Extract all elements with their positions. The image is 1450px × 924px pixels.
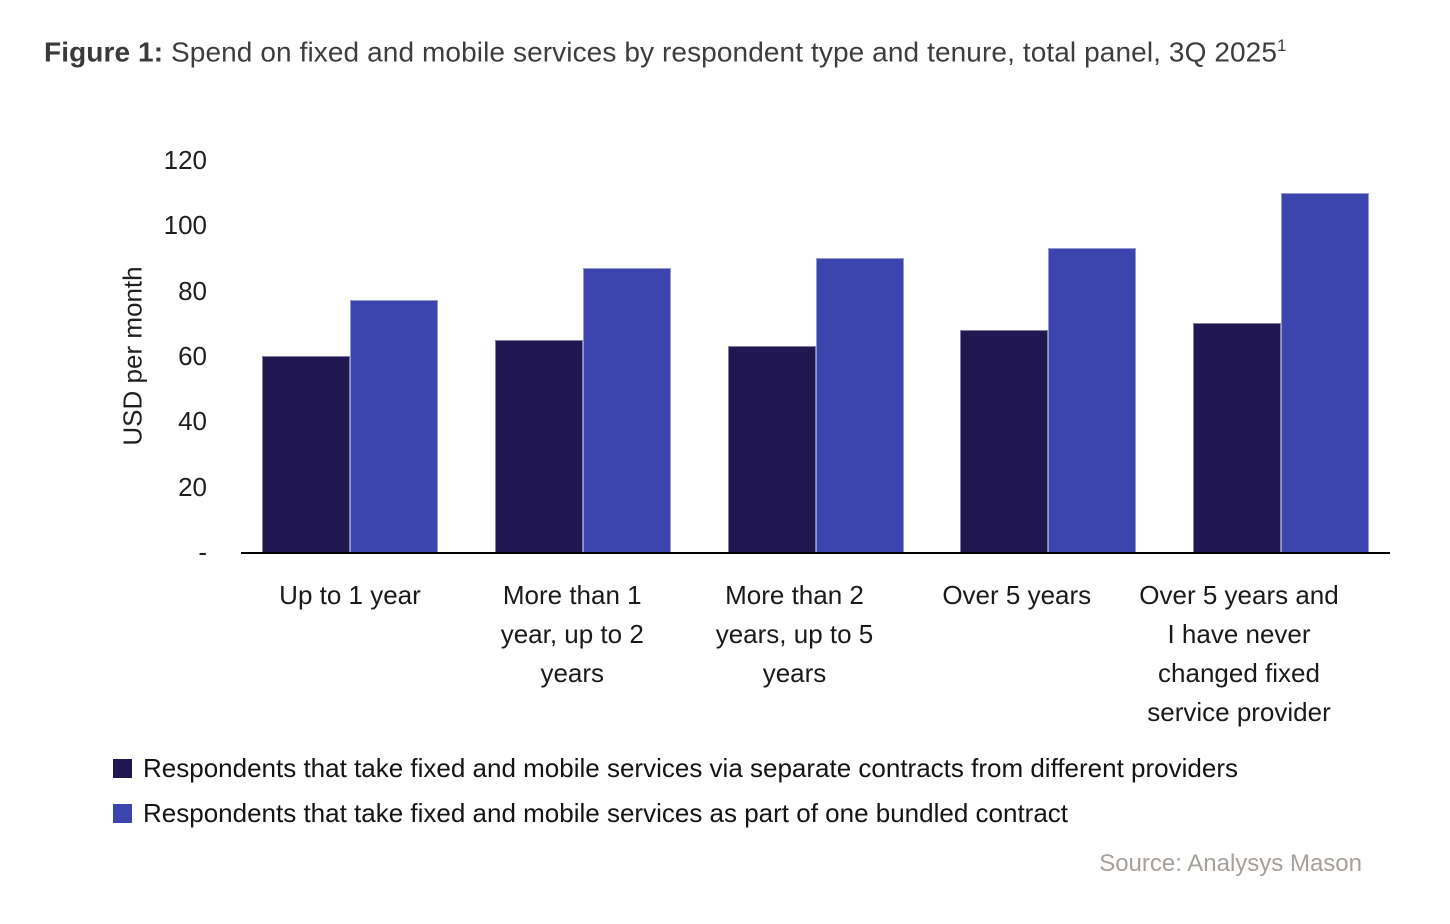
y-tick-label: 100 — [163, 210, 207, 241]
y-tick-label: 80 — [178, 275, 207, 306]
legend-item-separate-contracts: Respondents that take fixed and mobile s… — [113, 753, 1238, 784]
legend-label-separate-contracts: Respondents that take fixed and mobile s… — [143, 753, 1238, 783]
y-tick-label: 20 — [178, 471, 207, 502]
y-tick-label: 40 — [178, 406, 207, 437]
bar — [582, 267, 671, 552]
legend-swatch-bundled-contract-icon — [113, 804, 132, 823]
bar — [494, 339, 583, 552]
legend-item-bundled-contract: Respondents that take fixed and mobile s… — [113, 798, 1238, 829]
bar-group — [727, 160, 904, 552]
bar — [1193, 323, 1281, 552]
x-axis-category-label: Over 5 years and I have never changed fi… — [1139, 580, 1339, 727]
bar — [1048, 248, 1137, 552]
bar — [262, 356, 350, 552]
figure-title: Figure 1: Spend on fixed and mobile serv… — [44, 36, 1287, 68]
bar-group — [960, 160, 1137, 552]
bar — [727, 346, 816, 552]
figure-number-label: Figure 1: — [44, 36, 164, 68]
legend-swatch-separate-contracts-icon — [113, 759, 132, 778]
x-axis-labels: Up to 1 year More than 1 year, up to 2 ye… — [0, 576, 1450, 736]
x-axis-category-label: Over 5 years — [942, 580, 1092, 610]
bar — [350, 300, 438, 552]
y-tick-label: 60 — [178, 341, 207, 371]
x-axis-category-label: More than 2 years, up to 5 years — [715, 580, 874, 688]
plot-area — [241, 160, 1390, 554]
y-tick-label: 120 — [163, 145, 207, 175]
bar — [960, 329, 1049, 552]
x-axis-category-label: More than 1 year, up to 2 years — [500, 580, 644, 688]
legend: Respondents that take fixed and mobile s… — [113, 753, 1238, 829]
bar — [815, 258, 904, 552]
y-tick-label: - — [198, 537, 207, 567]
x-axis-category-label: Up to 1 year — [279, 580, 421, 610]
y-axis-ticks: 120 100 80 60 40 20 - — [95, 0, 207, 600]
bar-group — [1193, 160, 1369, 552]
bar — [1281, 192, 1369, 552]
figure-footnote-marker: 1 — [1277, 36, 1287, 55]
bar-group — [494, 160, 671, 552]
figure-title-text: Spend on fixed and mobile services by re… — [163, 36, 1278, 68]
bar-group — [262, 160, 438, 552]
legend-label-bundled-contract: Respondents that take fixed and mobile s… — [143, 798, 1069, 828]
source-note: Source: Analysys Mason — [1099, 850, 1362, 877]
